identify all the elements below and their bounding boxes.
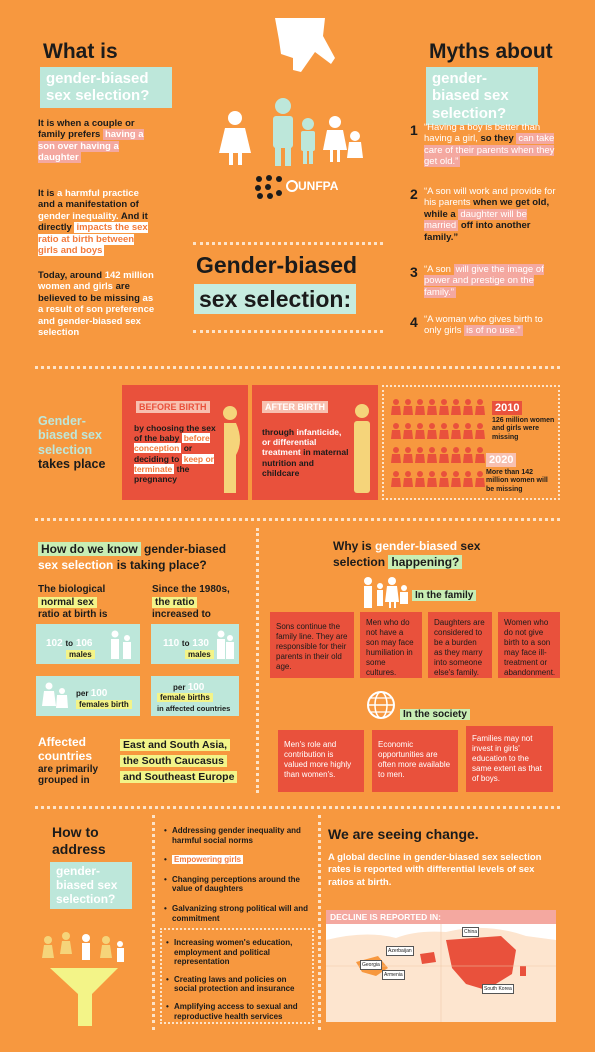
section-divider	[35, 806, 560, 809]
myths-box: gender-biased sex selection?	[426, 67, 538, 125]
column-divider	[318, 815, 321, 1030]
family-icon	[364, 577, 408, 608]
year-2010: 2010	[492, 401, 523, 415]
world-map: DECLINE IS REPORTED IN: China Azerbaijan…	[326, 910, 556, 1022]
address-title: How to address	[52, 824, 106, 857]
definition-2: It is a harmful practice and a manifesta…	[38, 188, 148, 256]
how-know-title: How do we know gender-biased sex selecti…	[38, 542, 227, 573]
section-divider	[35, 518, 560, 521]
divider	[193, 330, 383, 333]
map-label-azerbaijan: Azerbaijan	[386, 946, 414, 956]
girl-figures-icon	[42, 682, 68, 708]
in-the-society-label: In the society	[400, 709, 470, 720]
women-figures-icon	[391, 399, 485, 487]
list-item: • Empowering girls	[164, 855, 244, 865]
section-divider	[35, 366, 560, 369]
in-the-family-label: In the family	[412, 590, 477, 601]
map-label-armenia: Armenia	[382, 970, 405, 980]
after-birth-card: AFTER BIRTH through infanticide, or diff…	[252, 385, 378, 500]
myths-title: Myths about	[429, 40, 553, 63]
ratio-box-normal-males: 102 to 106 males	[36, 624, 140, 664]
globe-icon	[367, 691, 395, 719]
affected-countries-label: Affected countries are primarily grouped…	[38, 735, 99, 787]
family-reason-1: Sons continue the family line. They are …	[270, 612, 354, 678]
after-birth-tag: AFTER BIRTH	[262, 401, 328, 413]
since-1980-text: Since the 1980s, the ratio increased to	[152, 584, 230, 620]
ratio-box-affected-males: 110 to 130 males	[151, 624, 239, 664]
change-text: A global decline in gender-biased sex se…	[328, 852, 542, 888]
biological-ratio-text: The biological normal sex ratio at birth…	[38, 584, 108, 620]
main-title-line2: sex selection:	[194, 284, 357, 315]
definition-1: It is when a couple or family prefers ha…	[38, 118, 144, 164]
list-item: • Galvanizing strong political will and c…	[164, 903, 309, 923]
main-title-line1: Gender-biased	[196, 252, 358, 278]
myth-1: 1 “Having a boy is better than having a …	[410, 122, 555, 168]
list-item: • Addressing gender inequality and harmfu…	[164, 826, 301, 845]
family-illustration	[219, 18, 363, 166]
before-birth-card: BEFORE BIRTH by choosing the sex of the …	[122, 385, 248, 500]
pregnant-woman-icon	[223, 406, 240, 493]
year-2010-text: 126 million women and girls were missing	[492, 417, 555, 441]
society-reason-3: Families may not invest in girls' educat…	[466, 726, 553, 792]
affected-regions: East and South Asia, the South Caucasus …	[120, 738, 245, 785]
boy-figures-icon	[217, 630, 234, 659]
people-funnel-icon	[42, 932, 124, 1026]
map-icon	[326, 910, 556, 1022]
family-reason-2: Men who do not have a son may face humil…	[360, 612, 422, 678]
list-item: • Increasing women's education, employmen…	[166, 938, 293, 967]
map-label-south-korea: South Korea	[482, 984, 514, 994]
map-label-georgia: Georgia	[360, 960, 382, 970]
address-list-2: • Increasing women's education, employmen…	[166, 938, 310, 1021]
address-list-2-box	[160, 928, 314, 1024]
divider	[193, 242, 383, 245]
column-divider	[256, 528, 259, 793]
ratio-box-affected-females: per 100 female births in affected countr…	[151, 676, 239, 716]
boy-figures-icon	[111, 630, 131, 659]
ratio-box-normal-females: per 100 females birth	[36, 676, 140, 716]
why-title: Why is gender-biased sex selection happe…	[333, 539, 481, 570]
family-reason-3: Daughters are considered to be a burden …	[428, 612, 492, 678]
missing-women-pictogram: 2010 126 million women and girls were mi…	[382, 385, 560, 500]
myth-4: 4 “A woman who gives birth to only girls…	[410, 314, 543, 337]
family-reason-4: Women who do not give birth to a son may…	[498, 612, 560, 678]
mother-child-icon	[354, 404, 370, 493]
year-2020-text: More than 142 million women will be miss…	[486, 469, 548, 493]
year-2020: 2020	[486, 453, 517, 467]
address-list-1: • Addressing gender inequality and harmfu…	[164, 826, 312, 923]
family-reasons: Sons continue the family line. They are …	[270, 612, 560, 678]
society-reason-2: Economic opportunities are often more av…	[372, 730, 458, 792]
society-reason-1: Men's role and contribution is valued mo…	[278, 730, 364, 792]
column-divider	[152, 815, 155, 1030]
list-item: • Amplifying access to sexual and reprodu…	[166, 1001, 298, 1021]
myth-2: 2 “A son will work and provide for his p…	[410, 186, 556, 243]
society-reasons: Men's role and contribution is valued mo…	[278, 726, 553, 792]
definition-3: Today, around 142 million women and girl…	[38, 270, 155, 338]
what-is-title: What is	[43, 40, 118, 63]
address-box: gender-biased sex selection?	[50, 862, 132, 910]
before-birth-tag: BEFORE BIRTH	[136, 401, 210, 413]
unfpa-logo: UNFPA	[254, 174, 338, 200]
map-label-china: China	[462, 927, 480, 937]
change-title: We are seeing change.	[328, 826, 479, 842]
what-is-box: gender-biased sex selection?	[40, 67, 172, 108]
un-emblem-icon	[286, 180, 298, 192]
takes-place-label: Gender-biased sex selection takes place	[38, 414, 106, 472]
map-header: DECLINE IS REPORTED IN:	[326, 910, 556, 924]
myth-3: 3 “A son will give the image of power an…	[410, 264, 544, 298]
list-item: • Creating laws and policies on social pr…	[166, 974, 295, 994]
list-item: • Changing perceptions around the value o…	[164, 874, 301, 894]
